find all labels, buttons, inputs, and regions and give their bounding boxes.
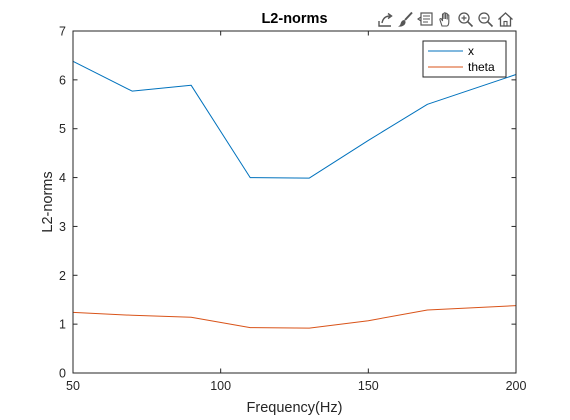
plot-frame — [72, 30, 517, 374]
y-tick-label: 3 — [59, 220, 66, 234]
legend[interactable]: x theta — [422, 40, 507, 78]
y-tick-label: 1 — [59, 318, 66, 332]
x-axis-label: Frequency(Hz) — [247, 400, 343, 416]
y-tick-label: 6 — [59, 73, 66, 87]
axes-toolbar — [376, 9, 515, 29]
legend-label-x: x — [468, 44, 474, 58]
x-tick-label: 50 — [66, 379, 80, 393]
brush-icon[interactable] — [396, 10, 415, 29]
x-tick-label: 100 — [210, 379, 231, 393]
y-tick-label: 0 — [59, 367, 66, 381]
series-line-x — [72, 60, 517, 179]
y-tick-label: 7 — [59, 25, 66, 39]
zoom-out-icon[interactable] — [476, 10, 495, 29]
legend-label-theta: theta — [468, 60, 495, 74]
zoom-in-icon[interactable] — [456, 10, 475, 29]
plot-area — [73, 31, 516, 373]
y-tick-label: 2 — [59, 269, 66, 283]
chart-title: L2-norms — [261, 11, 327, 27]
series-line-theta — [72, 305, 517, 329]
series-lines — [72, 60, 517, 329]
datatip-icon[interactable] — [416, 10, 435, 29]
home-icon[interactable] — [496, 10, 515, 29]
pan-icon[interactable] — [436, 10, 455, 29]
y-tick-label: 5 — [59, 122, 66, 136]
y-tick-label: 4 — [59, 171, 66, 185]
export-icon[interactable] — [376, 10, 395, 29]
x-tick-label: 150 — [358, 379, 379, 393]
y-axis-label: L2-norms — [40, 171, 56, 232]
x-tick-label: 200 — [506, 379, 527, 393]
legend-box — [422, 40, 507, 78]
